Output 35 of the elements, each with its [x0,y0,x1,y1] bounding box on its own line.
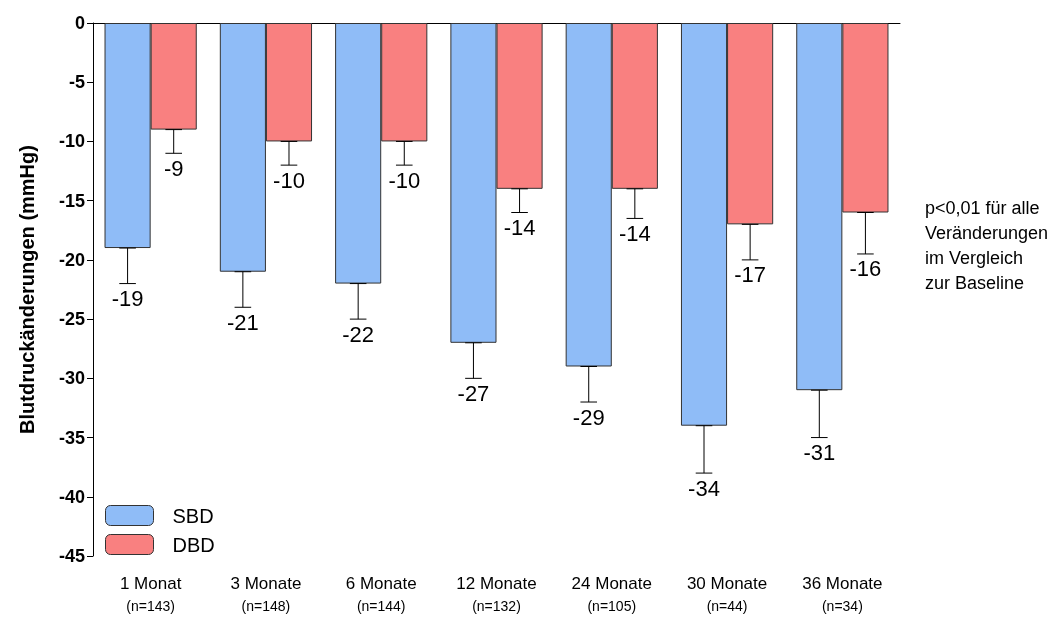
data-label: -16 [849,256,882,282]
data-label: -21 [226,309,259,335]
y-tick-label: -20 [58,249,85,270]
y-tick-label: -15 [58,190,85,211]
y-tick-label: -30 [58,368,85,389]
y-tick-label: 0 [74,13,85,33]
y-tick-label: -5 [68,72,85,93]
data-label: -14 [618,220,651,246]
x-tick-label: 1 Monat (n=143) [119,573,182,614]
x-tick-label: 36 Monate (n=34) [802,573,883,614]
data-label: -27 [457,380,490,406]
data-label: -9 [163,155,184,181]
data-label: -29 [572,404,605,430]
y-tick-label: -35 [58,427,85,448]
data-label: -31 [803,440,836,466]
x-tick-label: 6 Monate (n=144) [345,573,417,614]
data-label: -17 [734,262,767,288]
x-tick-label: 12 Monate (n=132) [456,573,537,614]
data-label: -10 [388,167,421,193]
data-label: -19 [111,286,144,312]
y-tick-label: -25 [58,309,85,330]
y-tick-label: -40 [58,486,85,507]
text: p<0,01 für alle Veränderungen im Vergleich zur Baseline [924,197,1048,293]
x-tick-label: 30 Monate (n=44) [686,573,768,614]
x-tick-label: 3 Monate (n=148) [230,573,302,614]
data-label: -34 [688,475,720,501]
y-axis-title: Blutdruckänderungen (mmHg) [16,145,38,434]
data-label: -14 [503,215,536,241]
data-label: -22 [342,321,375,347]
x-tick-label: 24 Monate (n=105) [571,573,652,614]
legend-label: DBD [172,533,215,556]
data-label: -10 [273,167,305,193]
y-tick-label: -45 [58,546,85,566]
y-tick-label: -10 [58,131,85,152]
legend-label: SBD [172,504,214,527]
